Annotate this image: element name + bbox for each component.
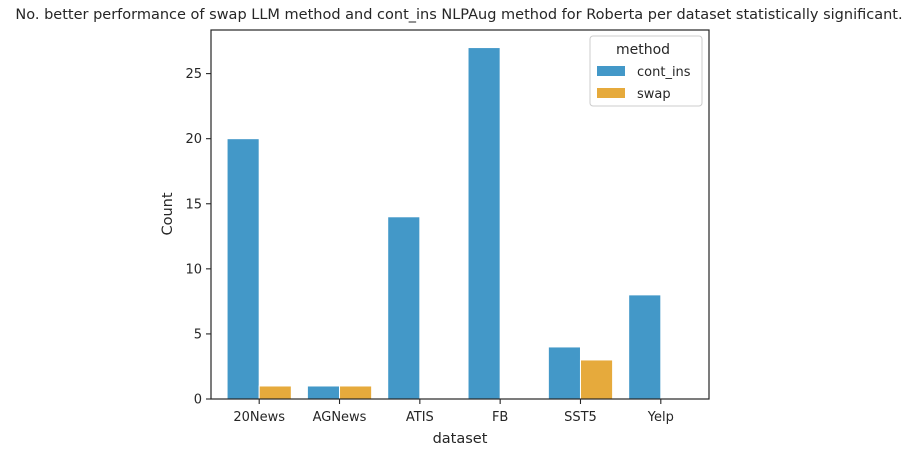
- x-tick-label: FB: [492, 410, 508, 425]
- plot-area: 0 5 10 15 20 25 20News AGNews ATIS FB SST5 Yelp: [185, 29, 710, 425]
- x-tick-label: SST5: [564, 410, 597, 425]
- bar-swap-AGNews: [339, 385, 373, 400]
- x-axis-ticks: 20News AGNews ATIS FB SST5 Yelp: [233, 399, 674, 425]
- y-tick-label: 15: [185, 197, 202, 212]
- legend-label-cont_ins: cont_ins: [637, 65, 691, 80]
- y-axis-label: Count: [160, 192, 176, 235]
- y-tick-label: 10: [185, 262, 202, 277]
- x-tick-label: AGNews: [313, 410, 367, 425]
- bar-cont_ins-ATIS: [387, 216, 421, 400]
- bar-cont_ins-20News: [226, 138, 260, 400]
- y-tick-label: 25: [185, 67, 202, 82]
- bar-cont_ins-AGNews: [306, 385, 341, 400]
- chart-title: No. better performance of swap LLM metho…: [15, 7, 902, 23]
- bar-swap-SST5: [579, 359, 614, 400]
- bar-cont_ins-FB: [467, 47, 501, 400]
- y-axis-ticks: 0 5 10 15 20 25: [185, 67, 211, 408]
- legend-swatch-swap: [597, 88, 625, 98]
- x-tick-label: ATIS: [406, 410, 434, 425]
- bar-cont_ins-Yelp: [628, 294, 662, 400]
- y-tick-label: 0: [194, 393, 202, 408]
- legend-swatch-cont_ins: [597, 66, 625, 76]
- x-axis-label: dataset: [433, 431, 488, 447]
- axes-frame: [210, 29, 710, 400]
- legend-title: method: [616, 42, 670, 58]
- y-tick-label: 5: [194, 327, 202, 342]
- x-tick-label: 20News: [233, 410, 285, 425]
- bar-cont_ins-SST5: [547, 346, 581, 400]
- bars: [226, 47, 662, 400]
- y-tick-label: 20: [185, 132, 202, 147]
- legend-label-swap: swap: [637, 87, 671, 102]
- x-tick-label: Yelp: [647, 410, 674, 425]
- bar-swap-20News: [258, 385, 292, 400]
